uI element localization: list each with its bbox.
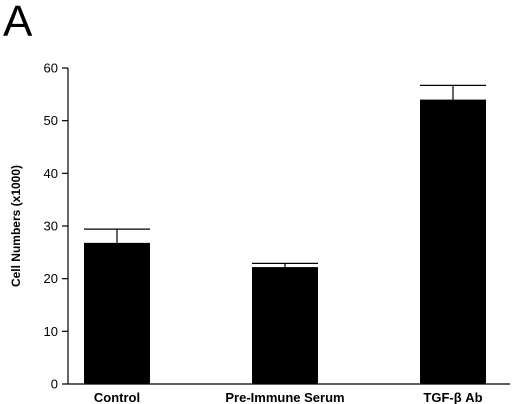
y-tick-label: 40 bbox=[44, 166, 58, 181]
y-tick-label: 30 bbox=[44, 219, 58, 234]
bars bbox=[84, 99, 486, 384]
x-tick-label: Pre-Immune Serum bbox=[225, 390, 344, 404]
y-ticks: 0 10 20 30 40 50 60 bbox=[44, 61, 68, 392]
bar bbox=[252, 267, 318, 384]
x-tick-label: Control bbox=[94, 390, 140, 404]
x-tick-label: TGF-β Ab bbox=[423, 390, 482, 404]
panel-label: A bbox=[3, 0, 33, 46]
bar bbox=[420, 99, 486, 384]
y-tick-label: 50 bbox=[44, 113, 58, 128]
y-tick-label: 0 bbox=[51, 377, 58, 392]
error-bars bbox=[84, 84, 486, 268]
bar bbox=[84, 242, 150, 384]
y-tick-label: 10 bbox=[44, 324, 58, 339]
y-tick-label: 60 bbox=[44, 61, 58, 76]
y-axis-title: Cell Numbers (x1000) bbox=[9, 165, 23, 287]
x-labels: Control Pre-Immune Serum TGF-β Ab bbox=[94, 390, 483, 404]
y-tick-label: 20 bbox=[44, 271, 58, 286]
